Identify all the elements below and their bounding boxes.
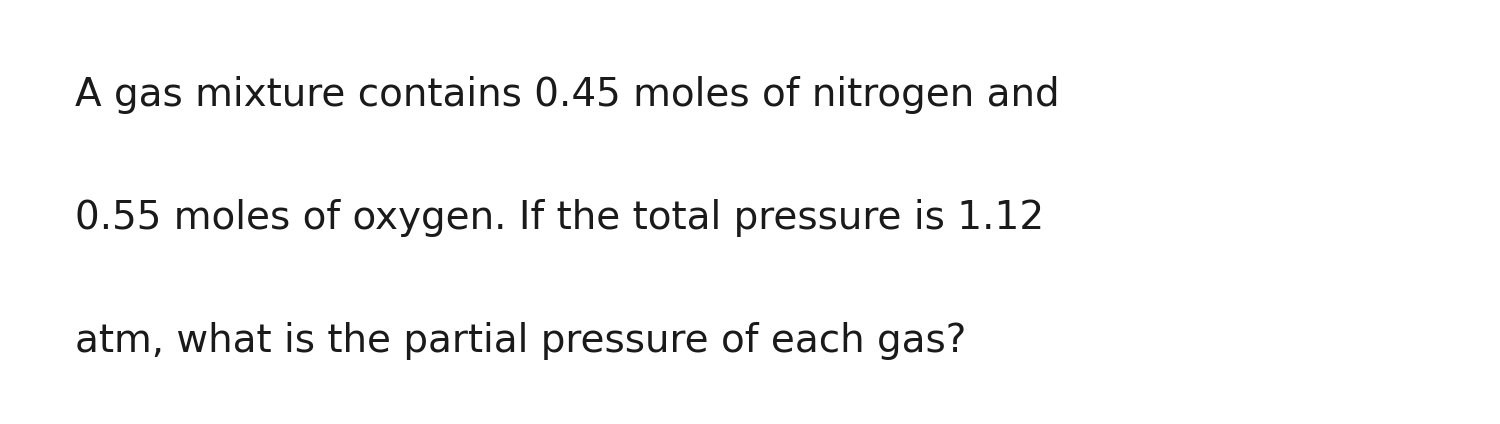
Text: atm, what is the partial pressure of each gas?: atm, what is the partial pressure of eac…	[75, 322, 966, 360]
Text: 0.55 moles of oxygen. If the total pressure is 1.12: 0.55 moles of oxygen. If the total press…	[75, 199, 1044, 237]
Text: A gas mixture contains 0.45 moles of nitrogen and: A gas mixture contains 0.45 moles of nit…	[75, 76, 1059, 114]
